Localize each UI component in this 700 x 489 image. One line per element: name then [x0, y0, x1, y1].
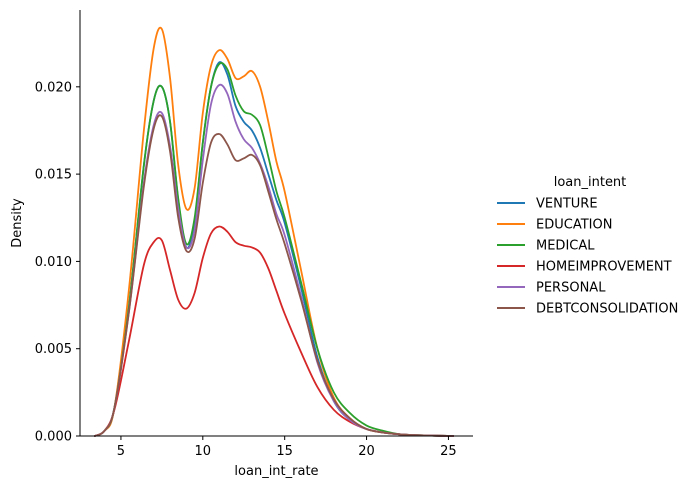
y-tick-label: 0.020 — [35, 80, 72, 95]
legend-items: VENTURE EDUCATION MEDICAL HOMEIMPROVEMENT PE… — [497, 197, 678, 317]
legend-label-homeimprovement: HOMEIMPROVEMENT — [536, 260, 672, 275]
y-axis-ticks: 0.000 0.005 0.010 0.015 0.020 — [35, 80, 80, 445]
legend-label-debtconsolidation: DEBTCONSOLIDATION — [536, 302, 678, 317]
x-tick-label: 10 — [195, 444, 212, 459]
density-curves — [93, 26, 455, 437]
legend-label-education: EDUCATION — [536, 218, 612, 233]
legend-label-venture: VENTURE — [536, 197, 598, 212]
density-curve-education — [93, 26, 455, 437]
x-tick-label: 15 — [276, 444, 293, 459]
x-axis-ticks: 5 10 15 20 25 — [117, 436, 457, 459]
legend-label-personal: PERSONAL — [536, 281, 606, 296]
density-curve-medical — [93, 62, 455, 437]
y-tick-label: 0.000 — [35, 430, 72, 445]
y-tick-label: 0.005 — [35, 342, 72, 357]
y-axis-label: Density — [10, 198, 25, 248]
y-tick-label: 0.010 — [35, 255, 72, 270]
density-curve-homeimprovement — [93, 225, 455, 437]
y-tick-label: 0.015 — [35, 168, 72, 183]
density-curve-personal — [93, 83, 455, 437]
legend: loan_intent VENTURE EDUCATION MEDICAL HOMEI… — [497, 175, 678, 317]
x-tick-label: 5 — [117, 444, 125, 459]
legend-title: loan_intent — [554, 175, 627, 190]
x-tick-label: 20 — [358, 444, 375, 459]
x-tick-label: 25 — [440, 444, 457, 459]
legend-label-medical: MEDICAL — [536, 239, 595, 254]
plot-area: 5 10 15 20 25 0.000 0.005 0.010 0.015 0.020 — [35, 10, 473, 459]
density-curve-debtconsolidation — [93, 114, 455, 437]
x-axis-label: loan_int_rate — [234, 464, 318, 479]
